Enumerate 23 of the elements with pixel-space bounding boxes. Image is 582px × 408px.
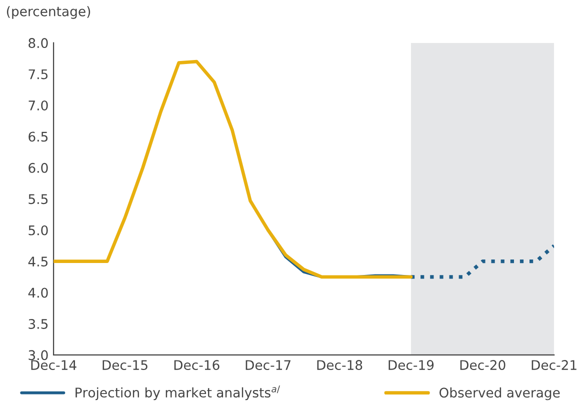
x-tick-label: Dec-15 (102, 360, 148, 370)
legend-label: Projection by market analysts$^{a/}$ (76, 386, 280, 400)
x-tick-label: Dec-21 (532, 360, 576, 370)
y-tick-label: 7.5 (28, 69, 48, 80)
y-tick-label: 7.0 (28, 100, 48, 110)
y-tick-label: 4.0 (28, 288, 48, 298)
x-tick-label: Dec-16 (174, 360, 220, 370)
y-axis-title: (percentage) (6, 6, 90, 19)
legend-label: Observed average (439, 387, 560, 400)
x-tick-label: Dec-14 (31, 360, 76, 370)
x-tick-label: Dec-20 (460, 360, 506, 370)
x-tick-label: Dec-18 (317, 360, 362, 370)
y-tick-label: 5.0 (28, 225, 48, 236)
x-tick-label: Dec-17 (246, 360, 290, 370)
y-tick-label: 8.0 (28, 38, 48, 48)
line-series (54, 60, 413, 279)
y-tick-label: 4.5 (28, 256, 48, 267)
y-tick-label: 6.5 (28, 132, 48, 142)
y-tick-label: 3.5 (28, 318, 48, 329)
y-tick-label: 5.5 (28, 194, 48, 204)
y-tick-label: 3.0 (28, 350, 48, 360)
y-tick-label: 6.0 (28, 162, 48, 173)
x-tick-label: Dec-19 (388, 360, 434, 370)
